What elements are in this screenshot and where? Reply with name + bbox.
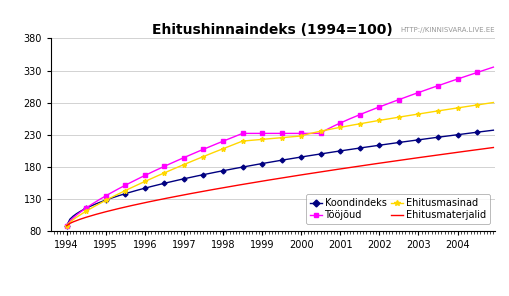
Ehitusmasinad	[408, 113, 414, 117]
Legend: Koondindeks, Tööjõud, Ehitusmasinad, Ehitusmaterjalid: Koondindeks, Tööjõud, Ehitusmasinad, Ehi…	[305, 194, 489, 224]
Line: Koondindeks: Koondindeks	[65, 128, 494, 228]
Line: Ehitusmaterjalid: Ehitusmaterjalid	[67, 147, 492, 226]
Ehitusmaterjalid	[193, 191, 200, 194]
Koondindeks	[408, 139, 414, 142]
Ehitusmasinad	[64, 224, 70, 228]
Tööjõud	[207, 145, 213, 148]
Ehitusmasinad	[489, 101, 495, 104]
Ehitusmasinad	[405, 114, 411, 117]
Tööjõud	[405, 94, 411, 98]
Ehitusmaterjalid	[405, 157, 411, 161]
Tööjõud	[193, 150, 200, 154]
Line: Ehitusmasinad: Ehitusmasinad	[64, 100, 495, 228]
Tööjõud	[489, 65, 495, 69]
Ehitusmaterjalid	[408, 157, 414, 160]
Ehitusmasinad	[207, 152, 213, 156]
Ehitusmaterjalid	[99, 211, 105, 214]
Koondindeks	[64, 224, 70, 228]
Koondindeks	[99, 200, 105, 203]
Ehitusmaterjalid	[207, 188, 213, 192]
Ehitusmasinad	[99, 200, 105, 204]
Line: Tööjõud: Tööjõud	[65, 65, 494, 228]
Title: Ehitushinnaindeks (1994=100): Ehitushinnaindeks (1994=100)	[152, 23, 392, 37]
Ehitusmasinad	[193, 157, 200, 161]
Ehitusmaterjalid	[489, 146, 495, 149]
Tööjõud	[408, 93, 414, 96]
Koondindeks	[405, 139, 411, 143]
Koondindeks	[116, 194, 122, 197]
Tööjõud	[99, 196, 105, 200]
Koondindeks	[193, 174, 200, 178]
Text: HTTP://KINNISVARA.LIVE.EE: HTTP://KINNISVARA.LIVE.EE	[399, 27, 494, 33]
Ehitusmaterjalid	[116, 207, 122, 210]
Ehitusmasinad	[116, 192, 122, 196]
Tööjõud	[64, 224, 70, 228]
Tööjõud	[116, 187, 122, 190]
Koondindeks	[207, 172, 213, 175]
Koondindeks	[489, 128, 495, 132]
Ehitusmaterjalid	[64, 224, 70, 228]
